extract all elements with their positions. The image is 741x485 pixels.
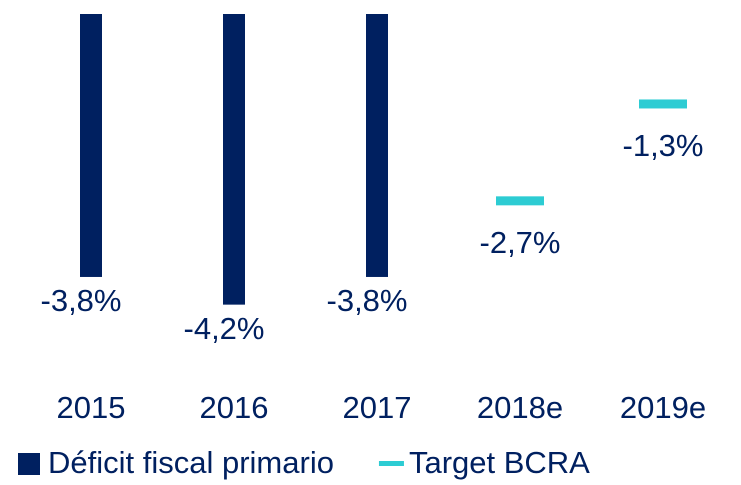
bar — [80, 14, 102, 277]
x-tick-label: 2018e — [477, 390, 563, 425]
bar — [366, 14, 388, 277]
legend-swatch — [18, 453, 40, 475]
x-tick-label: 2019e — [620, 390, 706, 425]
value-label: -1,3% — [623, 128, 704, 163]
legend-swatch — [378, 461, 404, 466]
x-tick-label: 2015 — [57, 390, 126, 425]
target-marker — [639, 99, 687, 109]
target-marker — [496, 196, 544, 206]
x-tick-label: 2017 — [343, 390, 412, 425]
value-label: -4,2% — [184, 311, 265, 346]
legend-label: Target BCRA — [409, 445, 590, 480]
value-label: -2,7% — [480, 225, 561, 260]
bar — [223, 14, 245, 305]
legend-label: Déficit fiscal primario — [48, 445, 334, 480]
x-tick-label: 2016 — [200, 390, 269, 425]
value-label: -3,8% — [327, 283, 408, 318]
value-label: -3,8% — [41, 283, 122, 318]
